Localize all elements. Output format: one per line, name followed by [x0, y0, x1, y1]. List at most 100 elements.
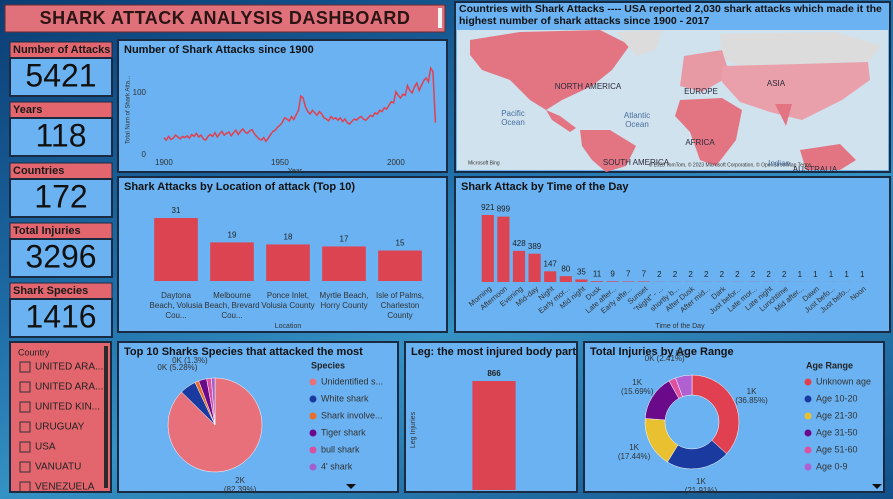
slicer-title: Country — [18, 347, 50, 357]
map-label: ASIA — [767, 79, 786, 88]
legend-marker — [309, 446, 317, 454]
legend-label: Age 10-20 — [816, 393, 858, 403]
data-label: 11 — [593, 269, 602, 278]
legend-marker — [804, 412, 812, 420]
slice — [210, 377, 216, 426]
slicer-checkbox[interactable] — [19, 421, 31, 433]
legend-marker — [804, 429, 812, 437]
scroll-arrow[interactable] — [872, 484, 882, 489]
map-label: Pacific Ocean — [501, 109, 525, 127]
map-land — [470, 30, 882, 172]
map-label: Indian — [768, 159, 790, 168]
bar — [472, 381, 516, 490]
legend-title: Age Range — [806, 360, 853, 370]
data-label: 2 — [657, 270, 662, 279]
legend-marker — [804, 395, 812, 403]
bar — [210, 242, 254, 281]
data-label: 1K (17.44%) — [617, 442, 651, 461]
bar — [559, 276, 572, 282]
bar — [606, 281, 619, 282]
data-label: 2 — [766, 270, 771, 279]
data-label: 1 — [860, 270, 865, 279]
land-africa — [675, 98, 742, 166]
slicer-item[interactable]: UNITED KIN... — [35, 402, 100, 413]
legend-label: Age 21-30 — [816, 410, 858, 420]
chart-title: Shark Attacks by Location of attack (Top… — [124, 181, 355, 193]
bar — [378, 250, 422, 281]
data-label: 7 — [626, 270, 631, 279]
bar — [575, 279, 588, 282]
data-label: 866 — [487, 369, 501, 378]
slicer-checkbox[interactable] — [19, 381, 31, 393]
x-axis-label: Year — [288, 168, 303, 175]
data-label: 2 — [704, 270, 709, 279]
bar — [528, 253, 541, 282]
bar — [512, 250, 526, 282]
slicer-checkbox[interactable] — [19, 481, 31, 493]
scroll-arrow[interactable] — [346, 484, 356, 489]
slicer-checkbox[interactable] — [19, 361, 31, 373]
title-bar-accent — [438, 8, 442, 28]
legend-marker — [804, 378, 812, 386]
data-label: 389 — [528, 242, 542, 251]
data-label: 428 — [512, 239, 526, 248]
map-label: AFRICA — [685, 138, 715, 147]
data-label: 147 — [544, 259, 558, 268]
land-europe — [680, 50, 730, 92]
map-label: SOUTH AMERICA — [603, 158, 670, 167]
slicer-item[interactable]: VANUATU — [35, 462, 81, 473]
chart-title: Total Injuries by Age Range — [590, 346, 734, 358]
kpi-label: Total Injuries — [13, 225, 81, 237]
slicer-item[interactable]: VENEZUELA — [35, 482, 95, 493]
kpi-value: 1416 — [25, 298, 96, 334]
data-label: 2 — [782, 270, 787, 279]
legend-label: bull shark — [321, 444, 360, 454]
chart-title: Number of Shark Attacks since 1900 — [124, 44, 314, 56]
kpi-value-box — [9, 238, 113, 278]
y-axis-label: Leg Injuries — [410, 411, 417, 448]
data-label: 0K (1.3%) — [172, 356, 208, 366]
land-central-america — [546, 110, 576, 132]
kpi-value-box — [9, 57, 113, 97]
slicer-checkbox[interactable] — [19, 441, 31, 453]
bar — [481, 215, 494, 282]
x-tick-label: Daytona Beach, Volusia Cou... — [149, 291, 203, 320]
slicer-item[interactable]: UNITED ARA... — [35, 362, 103, 373]
legend-label: Age 51-60 — [816, 444, 858, 454]
data-label: 1 — [844, 270, 849, 279]
slicer-checkbox[interactable] — [19, 401, 31, 413]
dashboard-title: SHARK ATTACK ANALYSIS DASHBOARD — [40, 8, 411, 28]
legend-label: Unknown age — [816, 376, 871, 386]
map-label: EUROPE — [684, 87, 718, 96]
land-south-america — [580, 130, 636, 172]
legend-label: 4' shark — [321, 461, 353, 471]
data-label: 921 — [481, 203, 495, 212]
legend-marker — [309, 378, 317, 386]
slicer-item[interactable]: URUGUAY — [35, 422, 85, 433]
land-russia — [720, 32, 882, 66]
bar — [590, 281, 604, 282]
data-label: 0K (5.28%) — [157, 362, 198, 372]
data-label: 2K (82.39%) — [223, 475, 257, 494]
kpi-label: Countries — [13, 165, 64, 177]
map-label: Atlantic Ocean — [623, 111, 651, 129]
land-asia — [722, 62, 870, 120]
slicer-item[interactable]: USA — [35, 442, 56, 453]
map-label: AUSTRALIA — [793, 165, 838, 174]
kpi-label: Number of Attacks — [13, 44, 110, 56]
slicer-checkbox[interactable] — [19, 461, 31, 473]
slicer-item[interactable]: UNITED ARA... — [35, 382, 103, 393]
legend-marker — [309, 463, 317, 471]
slicer-panel — [9, 341, 112, 493]
kpi-value: 5421 — [25, 57, 96, 93]
data-label: 899 — [497, 205, 511, 214]
land-north-america — [470, 30, 630, 110]
x-tick-label: 1950 — [271, 158, 289, 167]
map-title: Countries with Shark Attacks ---- USA re… — [459, 3, 882, 27]
data-label: 2 — [720, 270, 725, 279]
y-tick-label: 0 — [142, 150, 147, 159]
x-axis-label: Location — [275, 323, 302, 330]
map-label: NORTH AMERICA — [555, 82, 622, 91]
